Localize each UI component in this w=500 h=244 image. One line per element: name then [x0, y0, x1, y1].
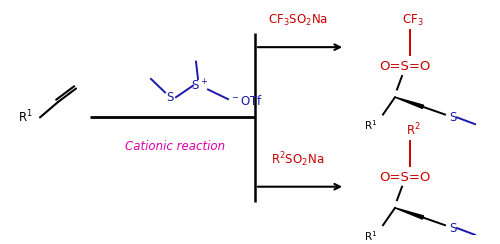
- Text: CF$_3$SO$_2$Na: CF$_3$SO$_2$Na: [268, 13, 328, 28]
- Text: S: S: [166, 91, 173, 104]
- Text: S$^+$: S$^+$: [192, 78, 208, 93]
- Text: R$^1$: R$^1$: [18, 109, 33, 126]
- Text: R$^2$SO$_2$Na: R$^2$SO$_2$Na: [272, 151, 324, 169]
- Polygon shape: [395, 208, 424, 219]
- Text: $^-$OTf: $^-$OTf: [230, 94, 264, 108]
- Text: R$^2$: R$^2$: [406, 122, 420, 139]
- Text: R$^1$: R$^1$: [364, 118, 377, 132]
- Text: O=S=O: O=S=O: [380, 171, 430, 183]
- Text: R$^1$: R$^1$: [364, 229, 377, 243]
- Text: S: S: [449, 111, 456, 124]
- Text: CF$_3$: CF$_3$: [402, 13, 424, 28]
- Text: Cationic reaction: Cationic reaction: [125, 140, 225, 153]
- Text: S: S: [449, 222, 456, 234]
- Text: O=S=O: O=S=O: [380, 60, 430, 73]
- Polygon shape: [395, 97, 424, 108]
